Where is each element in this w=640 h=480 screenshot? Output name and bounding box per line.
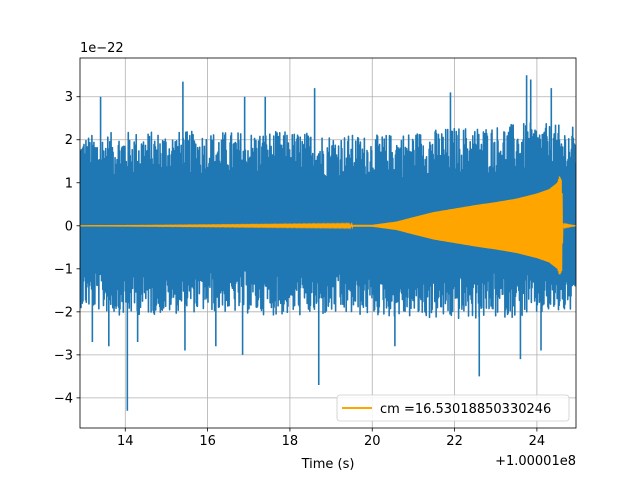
x-tick-label: 22 xyxy=(446,434,463,449)
y-tick-label: −4 xyxy=(54,391,73,406)
legend-label-cm: cm =16.53018850330246 xyxy=(380,402,551,417)
y-axis-ticks: −4 −3 −2 −1 0 1 2 3 xyxy=(54,90,80,406)
legend: cm =16.53018850330246 xyxy=(336,394,570,422)
series-layer xyxy=(80,75,576,411)
legend-box xyxy=(336,394,570,422)
y-tick-label: −2 xyxy=(54,305,73,320)
plot-frame xyxy=(79,57,577,429)
x-tick-label: 18 xyxy=(282,434,299,449)
x-tick-label: 20 xyxy=(364,434,381,449)
x-tick-label: 24 xyxy=(529,434,546,449)
x-offset-label: +1.00001e8 xyxy=(495,454,576,469)
y-scale-label: 1e−22 xyxy=(80,41,124,56)
x-axis-ticks: 14 16 18 20 22 24 xyxy=(117,428,545,449)
y-tick-label: 2 xyxy=(65,133,73,148)
chirp-series-line xyxy=(80,176,576,275)
x-tick-label: 14 xyxy=(117,434,134,449)
y-tick-label: −1 xyxy=(54,262,73,277)
noise-series-line xyxy=(80,75,576,411)
y-tick-label: 1 xyxy=(65,176,73,191)
x-tick-label: 16 xyxy=(199,434,216,449)
y-tick-label: 3 xyxy=(65,90,73,105)
x-axis-label: Time (s) xyxy=(301,457,355,472)
y-tick-label: 0 xyxy=(65,219,73,234)
y-tick-label: −3 xyxy=(54,348,73,363)
